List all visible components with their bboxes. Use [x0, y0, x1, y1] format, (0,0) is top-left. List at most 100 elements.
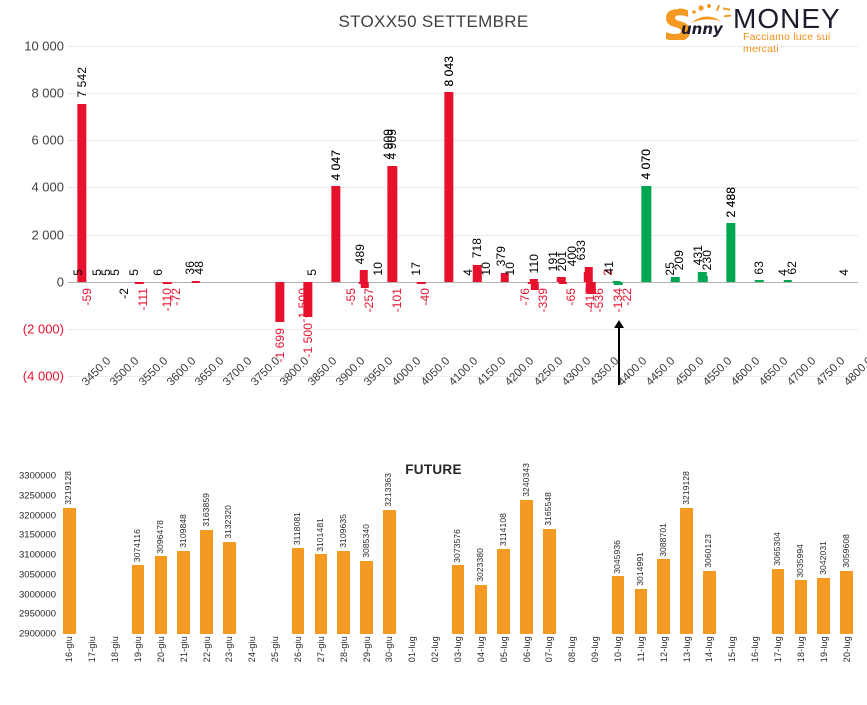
bar-value-label: 8 043: [441, 55, 456, 87]
bar-column: 6 -110 -72: [150, 46, 183, 376]
bar-value-label: 3088701: [657, 522, 668, 557]
data-bar: [451, 565, 465, 634]
bar-column: 25 209: [661, 46, 689, 376]
y-tick-label: 0: [56, 274, 64, 290]
data-bar: [177, 551, 190, 634]
data-bar: [303, 281, 313, 318]
bar-column: 8 043 8 043: [435, 46, 463, 376]
bar-value-label: 3219128: [63, 471, 74, 505]
data-bar: [611, 576, 625, 634]
data-bar: [613, 281, 623, 285]
data-bar: [520, 499, 533, 634]
top-chart-x-axis: 3450.0 3500.0 3550.0 3600.0 3650.0 3700.0 3750…: [68, 355, 867, 442]
bar-value-label: 3045936: [612, 539, 622, 574]
bar-value-label: 3059608: [840, 534, 851, 568]
x-tick-label: 19-lug: [818, 636, 829, 663]
annotation-arrow: [614, 319, 625, 385]
x-tick-label: 07-lug: [544, 636, 555, 663]
bar-column: 431 230: [689, 46, 717, 376]
x-tick-label: 10-lug: [613, 636, 623, 663]
x-tick-label: 21-giu: [178, 636, 189, 663]
bar-value-label: 4: [461, 268, 476, 276]
bar-value-label: 110: [526, 253, 541, 274]
svg-text:unny: unny: [681, 20, 724, 38]
bar-value-label: 6: [150, 268, 165, 276]
data-bar: [360, 560, 373, 634]
data-bar: [63, 507, 76, 634]
x-tick-label: 19-giu: [133, 636, 143, 663]
bar-value-label: 633: [573, 240, 588, 261]
x-tick-label: 01-lug: [407, 636, 418, 663]
bar-value-label: 41: [602, 261, 617, 275]
data-bar: [558, 281, 568, 284]
bar-value-label: 3023380: [474, 548, 485, 583]
x-tick-label: 11-lug: [635, 636, 646, 662]
data-bar: [680, 507, 693, 634]
bar-value-label: -1 500: [300, 323, 315, 358]
bar-value-label: 489: [352, 243, 367, 265]
bar-value-label: 5: [127, 268, 142, 276]
data-bar: [497, 549, 510, 634]
bar-column: 5 -111: [124, 46, 152, 376]
bar-value-label: 5: [305, 268, 320, 276]
bar-value-label: 5: [107, 268, 122, 276]
y-tick-label: (2 000): [22, 321, 64, 337]
data-bar: [699, 276, 708, 282]
y-tick-label: 2 000: [31, 227, 64, 243]
y-tick-label: 3150000: [19, 529, 56, 541]
y-tick-label: 3000000: [19, 589, 56, 600]
data-bar: [529, 279, 538, 282]
bar-value-label: 4 047: [329, 149, 344, 181]
x-tick-label: 05-lug: [498, 636, 509, 663]
bar-value-label: 3060123: [703, 533, 714, 568]
bar-column: -1 699 -1 699: [266, 46, 294, 376]
bar-value-label: -257: [361, 287, 376, 313]
x-tick-label: 02-lug: [430, 636, 441, 663]
bar-value-label: -59: [79, 287, 94, 306]
zero-line: [68, 281, 858, 283]
y-tick-label: 4 000: [31, 179, 64, 195]
data-bar: [657, 559, 670, 634]
gridline: [68, 187, 858, 189]
logo-money-text: MONEY: [733, 3, 841, 34]
data-bar: [291, 547, 305, 634]
bar-value-label: 718: [470, 238, 485, 259]
y-tick-label: 3050000: [19, 569, 56, 581]
data-bar: [223, 542, 236, 634]
x-tick-label: 29-giu: [361, 636, 372, 663]
bar-column: 5 5 5 -2: [90, 46, 131, 376]
bar-column: 4 070 4 070: [632, 46, 660, 376]
bar-column: 17 -40: [407, 46, 435, 376]
data-bar: [500, 272, 509, 282]
bar-column: [802, 46, 830, 376]
bar-value-label: -40: [418, 287, 433, 306]
data-bar: [134, 281, 144, 285]
data-bar: [543, 529, 556, 634]
bar-value-label: 3213363: [383, 473, 394, 508]
bar-value-label: -1 500: [296, 287, 311, 323]
bar-column: -55 489 -257 10: [344, 46, 385, 376]
bar-value-label: 5: [70, 268, 85, 276]
data-bar: [794, 580, 808, 634]
x-tick-label: 04-lug: [475, 636, 486, 663]
bar-value-label: 62: [784, 260, 799, 275]
bar-value-label: 209: [672, 250, 687, 271]
bar-value-label: 10: [502, 261, 517, 276]
gridline: [68, 234, 858, 236]
bar-value-label: 4: [836, 268, 851, 276]
data-bar: [191, 280, 200, 283]
data-bar: [77, 103, 87, 282]
x-tick-label: 22-giu: [201, 636, 212, 663]
gridline: [68, 46, 858, 47]
page-title: STOXX50 SETTEMBRE: [338, 12, 529, 31]
bar-column: 63: [745, 46, 773, 376]
bar-value-label: -55: [343, 287, 358, 306]
x-tick-label: 27-giu: [315, 636, 326, 663]
x-tick-label: 15-lug: [727, 636, 738, 663]
y-tick-label: 3300000: [19, 470, 56, 482]
x-tick-label: 03-lug: [453, 636, 463, 663]
data-bar: [416, 281, 426, 284]
data-bar: [783, 280, 793, 283]
y-tick-label: 3250000: [19, 490, 56, 502]
